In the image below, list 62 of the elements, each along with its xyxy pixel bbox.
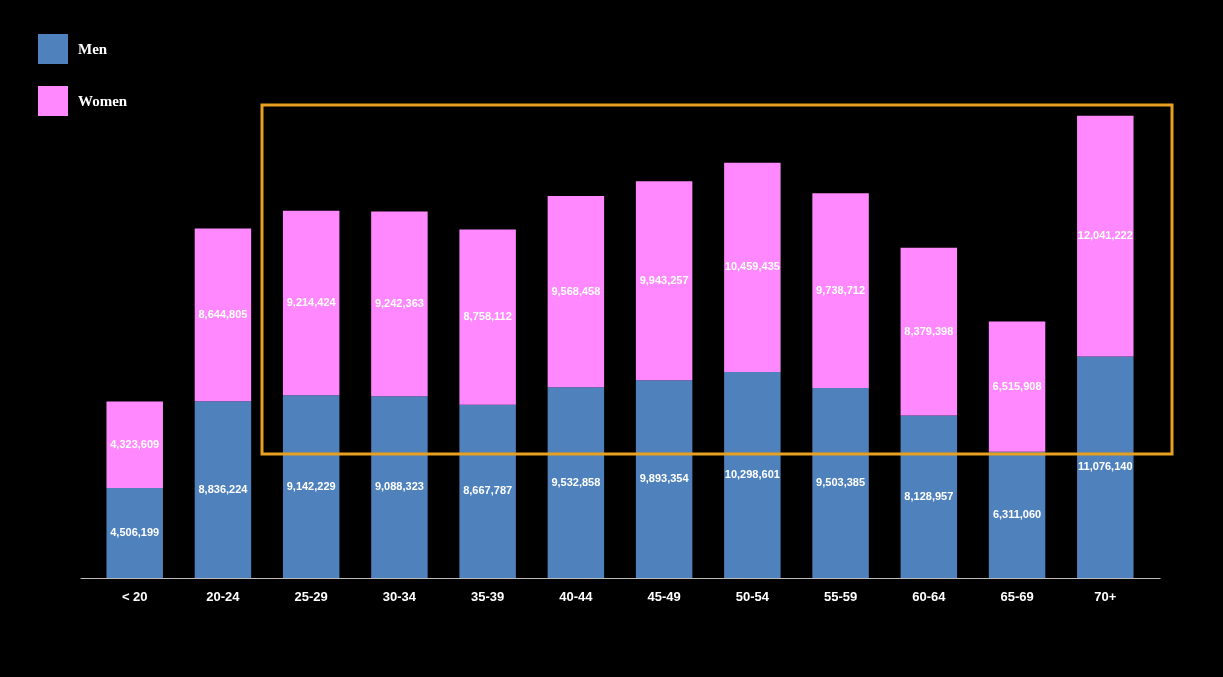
x-tick-label: 55-59 [823,588,858,604]
data-label: 9,532,858 [551,475,601,488]
x-tick-label: 20-24 [206,588,241,604]
data-label: 9,088,323 [374,480,424,493]
bar [194,401,252,578]
x-tick-label: 50-54 [735,588,770,604]
legend-label: Men [78,41,108,57]
data-label: 8,667,787 [463,484,513,497]
x-tick-label: 40-44 [559,588,594,604]
data-label: 8,836,224 [198,482,249,495]
bar [547,387,605,578]
data-label: 8,128,957 [904,489,954,502]
bar [812,193,869,388]
data-label: 6,311,060 [992,507,1042,520]
bar [812,387,869,578]
x-tick-label: < 20 [121,588,148,604]
bar [1077,356,1134,578]
bar [724,162,781,373]
x-tick-label: 70+ [1094,588,1117,604]
bar [988,321,1046,452]
bar [547,195,605,388]
data-label: 8,379,398 [904,324,954,337]
x-tick-label: 35-39 [471,588,505,604]
bar [459,229,516,405]
bar [106,401,163,488]
x-tick-label: 45-49 [647,588,681,604]
bar [371,211,428,397]
x-tick-label: 60-64 [912,588,947,604]
x-tick-label: 65-69 [1000,588,1034,604]
data-label: 9,142,229 [286,479,336,492]
data-label: 9,943,257 [639,273,689,286]
data-label: 9,214,424 [286,296,337,309]
x-tick-label: 25-29 [294,588,328,604]
data-label: 9,738,712 [816,283,866,296]
data-label: 10,459,435 [724,260,780,273]
bar [988,451,1046,578]
bar [1077,115,1134,357]
data-label: 4,323,609 [110,437,160,450]
data-label: 6,515,908 [992,379,1042,392]
data-label: 8,758,112 [463,310,512,323]
legend-label: Women [78,93,128,109]
data-label: 10,298,601 [724,468,780,481]
bar [900,247,958,416]
x-tick-label: 30-34 [382,588,417,604]
bar [900,415,958,578]
bar [635,380,693,578]
bar [459,404,516,578]
data-label: 9,568,458 [551,284,601,297]
bar [106,487,163,578]
data-label: 4,506,199 [110,525,160,538]
bar [635,181,693,381]
bar [282,210,340,396]
bar [724,372,781,578]
data-label: 9,242,363 [374,296,424,309]
data-label: 9,503,385 [816,475,866,488]
data-label: 12,041,222 [1077,229,1133,242]
data-label: 9,893,354 [639,472,690,485]
bar [194,228,252,402]
data-label: 8,644,805 [198,307,248,320]
data-label: 11,076,140 [1078,460,1133,473]
bar [282,395,340,578]
bar [371,396,428,578]
